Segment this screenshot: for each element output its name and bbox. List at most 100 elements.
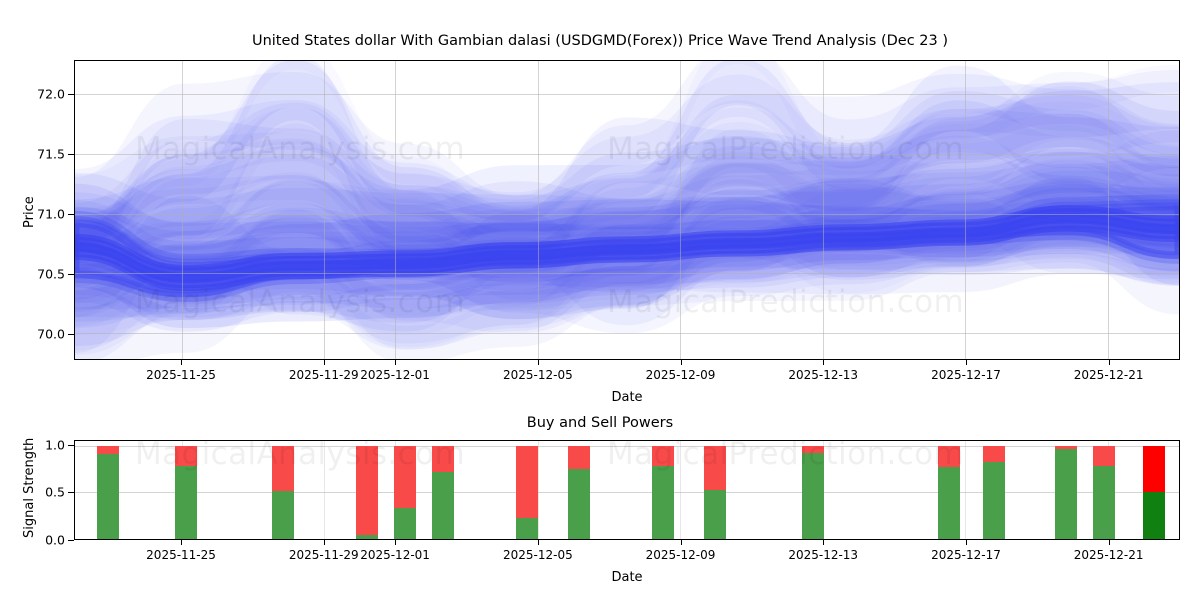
figure-title-line1: United States dollar With Gambian dalasi…	[251, 33, 949, 49]
signal-xtick	[680, 540, 682, 545]
signal-bar-buy-segment	[271, 491, 294, 539]
wave-band	[75, 230, 1179, 302]
signal-ytick-label: 0.0	[45, 532, 65, 548]
signal-bar-buy-segment	[432, 471, 455, 539]
signal-bar[interactable]	[801, 445, 824, 539]
signal-xtick	[965, 540, 967, 545]
price-xtick-label: 2025-12-13	[788, 368, 859, 382]
signal-bar[interactable]	[271, 445, 294, 539]
price-gridline-v	[965, 61, 967, 359]
signal-xtick-label: 2025-11-29	[288, 548, 359, 562]
wave-band	[75, 61, 1179, 264]
price-gridline-h	[75, 332, 1179, 334]
signal-bar[interactable]	[175, 445, 198, 539]
wave-band	[75, 135, 1179, 318]
signal-xtick-label: 2025-12-17	[931, 548, 1001, 562]
signal-bar[interactable]	[704, 445, 727, 539]
signal-bar-buy-segment	[1054, 449, 1077, 539]
signal-bar-buy-segment	[1143, 492, 1166, 539]
signal-bar-sell-segment	[568, 445, 591, 469]
price-xtick-label: 2025-12-01	[360, 368, 430, 382]
signal-ytick	[68, 492, 74, 494]
signal-bar[interactable]	[355, 445, 378, 539]
signal-bar[interactable]	[937, 445, 960, 539]
wave-band	[75, 216, 1179, 350]
wave-band	[75, 156, 1179, 301]
signal-bar-sell-segment	[983, 445, 1006, 462]
signal-bar[interactable]	[983, 445, 1006, 539]
signal-bar[interactable]	[394, 445, 417, 539]
signal-axis-label-x: Date	[611, 570, 643, 585]
price-xtick-label: 2025-12-21	[1073, 368, 1144, 382]
signal-bar[interactable]	[1143, 445, 1166, 539]
price-xtick-label: 2025-12-09	[645, 368, 716, 382]
wave-band	[75, 228, 1179, 329]
signal-bar[interactable]	[1054, 445, 1077, 539]
price-gridline-v	[324, 61, 326, 359]
wave-band	[75, 166, 1179, 310]
price-xtick	[323, 360, 325, 365]
signal-bar-sell-segment	[432, 445, 455, 472]
signal-bar-sell-segment	[394, 445, 417, 509]
signal-gridline-v	[324, 441, 326, 539]
signal-bar-sell-segment	[937, 445, 960, 468]
price-ytick	[68, 333, 74, 335]
wave-band	[75, 108, 1179, 251]
price-gridline-h	[75, 213, 1179, 215]
wave-band	[75, 71, 1179, 283]
price-gridline-v	[822, 61, 824, 359]
wave-band	[75, 73, 1179, 275]
price-ytick	[68, 273, 74, 275]
signal-bar-sell-segment	[652, 445, 675, 467]
signal-bar[interactable]	[652, 445, 675, 539]
price-ytick-label: 72.0	[37, 86, 65, 102]
signal-xtick	[181, 540, 183, 545]
signal-xtick-label: 2025-12-21	[1073, 548, 1144, 562]
wave-band	[75, 61, 1179, 268]
signal-bar-sell-segment	[355, 445, 378, 536]
signal-ytick	[68, 444, 74, 446]
signal-bar[interactable]	[568, 445, 591, 539]
price-ytick	[68, 93, 74, 95]
signal-bar-buy-segment	[516, 517, 539, 539]
price-xtick	[1108, 360, 1110, 365]
signal-bar-buy-segment	[652, 466, 675, 539]
signal-bar-sell-segment	[271, 445, 294, 492]
signal-bar-buy-segment	[1092, 466, 1115, 539]
signal-bar-buy-segment	[801, 453, 824, 539]
signal-gridline-v	[538, 441, 540, 539]
price-gridline-v	[395, 61, 397, 359]
signal-bar-sell-segment	[704, 445, 727, 490]
wave-band	[75, 198, 1179, 277]
price-gridline-v	[1107, 61, 1109, 359]
wave-band	[75, 151, 1179, 270]
wave-band	[75, 176, 1179, 320]
signal-bar[interactable]	[516, 445, 539, 539]
wave-band-svg	[75, 61, 1179, 359]
price-wave-bands	[75, 61, 1179, 359]
signal-bar[interactable]	[1092, 445, 1115, 539]
signal-chart-title: Buy and Sell Powers	[526, 415, 674, 431]
wave-band	[75, 128, 1179, 304]
wave-band	[75, 156, 1179, 359]
wave-band	[75, 81, 1179, 281]
signal-bar-buy-segment	[175, 466, 198, 539]
signal-xtick	[537, 540, 539, 545]
price-xtick-label: 2025-12-05	[502, 368, 573, 382]
signal-xtick-label: 2025-11-25	[146, 548, 216, 562]
signal-bar[interactable]	[97, 445, 120, 539]
wave-band	[75, 213, 1179, 284]
price-ytick-label: 71.5	[37, 146, 65, 162]
price-ytick	[68, 213, 74, 215]
signal-bar-sell-segment	[516, 445, 539, 518]
signal-bar-sell-segment	[1054, 445, 1077, 450]
signal-xtick	[1108, 540, 1110, 545]
signal-gridline-v	[680, 441, 682, 539]
signal-bar[interactable]	[432, 445, 455, 539]
buy-sell-plot-area	[74, 440, 1180, 540]
signal-xtick-label: 2025-12-13	[788, 548, 859, 562]
signal-bar-buy-segment	[704, 489, 727, 539]
wave-band	[75, 228, 1179, 316]
price-xtick-label: 2025-11-29	[288, 368, 359, 382]
price-xtick	[181, 360, 183, 365]
